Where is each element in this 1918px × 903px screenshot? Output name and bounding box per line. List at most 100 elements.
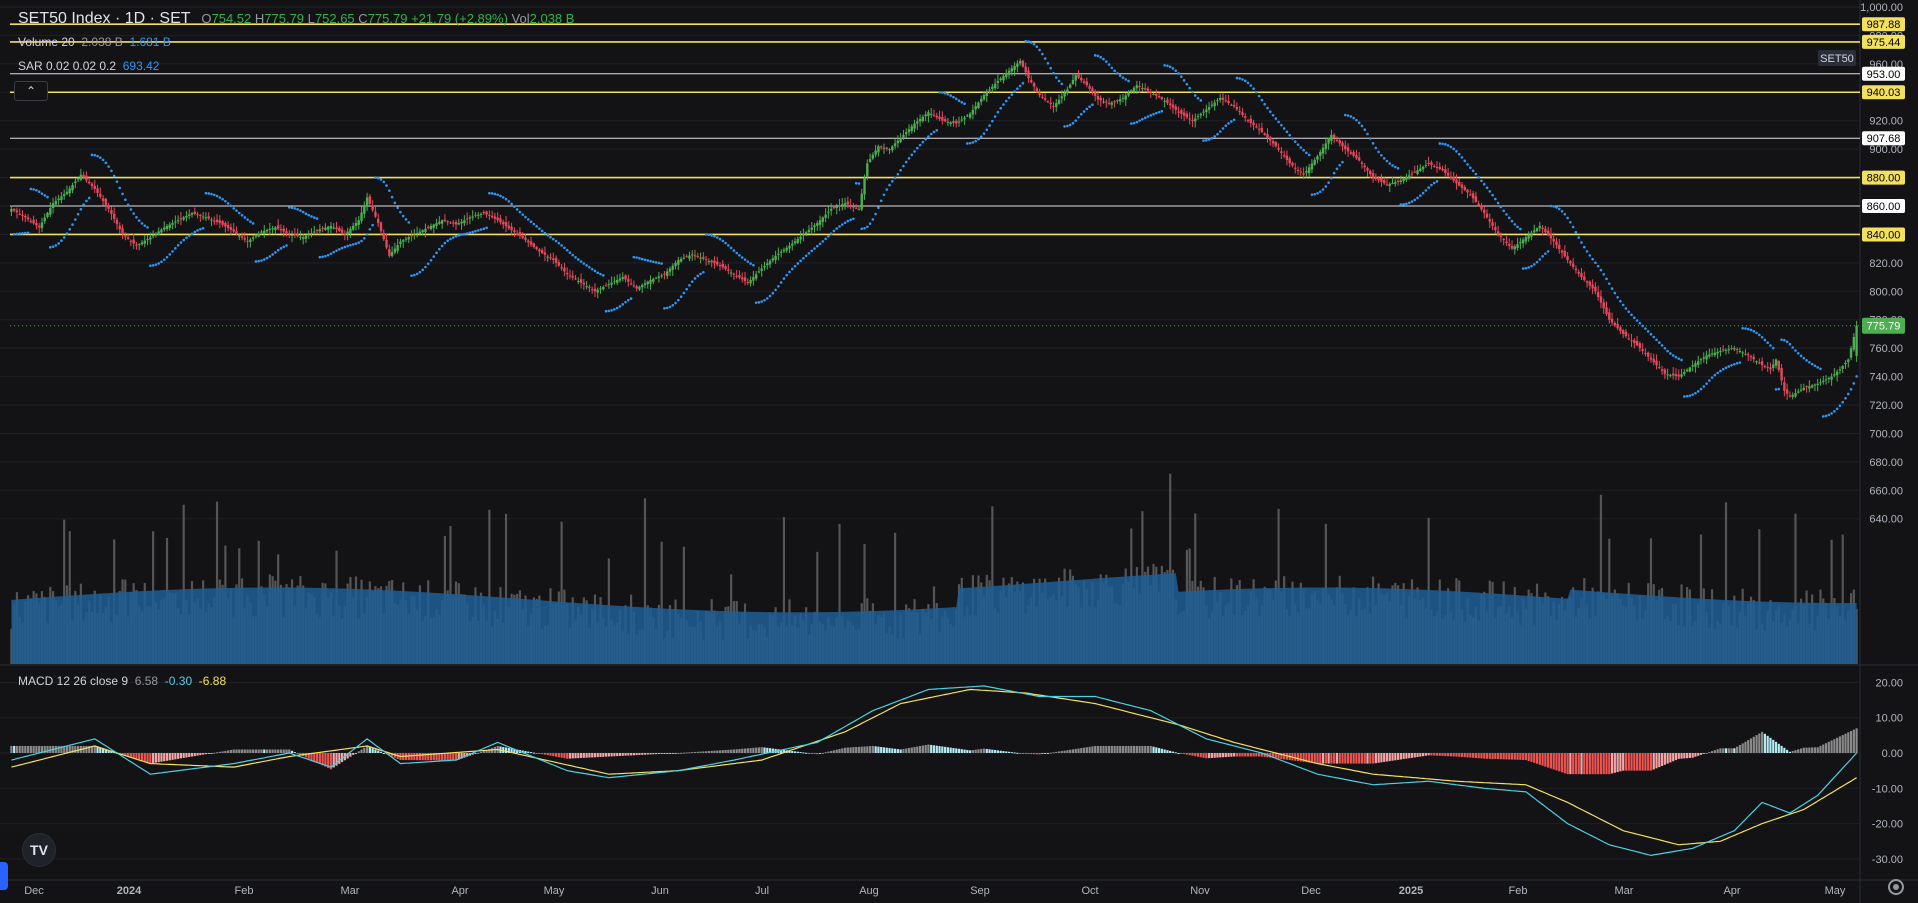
sar-dot xyxy=(763,298,766,302)
candle-body xyxy=(727,269,730,271)
sar-dot xyxy=(1029,41,1033,44)
candle-body xyxy=(885,147,888,149)
macd-hist-bar xyxy=(365,745,369,753)
candle-body xyxy=(1144,88,1147,90)
sar-dot xyxy=(640,257,644,261)
candle-body xyxy=(1844,362,1847,365)
price-tick-label: 700.00 xyxy=(1869,428,1903,440)
sar-dot xyxy=(388,189,391,192)
macd-hist-bar xyxy=(796,751,799,753)
candle-body xyxy=(618,278,622,281)
sar-dot xyxy=(1307,153,1311,157)
volume-bar xyxy=(1830,539,1833,664)
sar-dot xyxy=(1724,366,1728,370)
sar-dot xyxy=(137,219,141,222)
sar-dot xyxy=(332,250,336,254)
candle-body xyxy=(293,233,297,236)
candle-body xyxy=(1074,75,1077,81)
candle-body xyxy=(882,147,886,149)
candle-body xyxy=(599,288,602,290)
candle-body xyxy=(57,198,60,201)
left-panel-handle[interactable] xyxy=(0,862,8,890)
macd-hist-bar xyxy=(93,745,96,753)
sar-dot xyxy=(1018,84,1022,88)
macd-hist-bar xyxy=(1724,748,1728,753)
macd-hist-value: 6.58 xyxy=(134,674,159,688)
sar-legend[interactable]: SAR 0.02 0.02 0.2 693.42 xyxy=(18,59,159,73)
macd-legend[interactable]: MACD 12 26 close 9 6.58 -0.30 -6.88 xyxy=(18,674,226,688)
sar-dot xyxy=(768,294,772,298)
macd-hist-bar xyxy=(668,753,672,754)
sar-dot xyxy=(1791,346,1794,349)
candle-body xyxy=(1388,183,1391,187)
macd-hist-bar xyxy=(680,752,683,754)
macd-hist-bar xyxy=(532,752,535,754)
candle-body xyxy=(1849,348,1853,358)
macd-hist-bar xyxy=(1855,728,1858,753)
sar-dot xyxy=(832,229,836,233)
macd-hist-bar xyxy=(1166,750,1169,753)
volume-bar xyxy=(560,521,563,664)
candle-body xyxy=(390,252,394,256)
sar-dot xyxy=(1257,94,1261,98)
macd-hist-bar xyxy=(1099,745,1102,753)
sar-dot xyxy=(1477,176,1480,179)
candle-body xyxy=(999,78,1002,81)
macd-hist-bar xyxy=(721,750,724,753)
sar-dot xyxy=(1177,72,1180,75)
sar-dot xyxy=(1738,361,1742,364)
macd-hist-bar xyxy=(260,749,263,753)
candle-body xyxy=(1738,351,1742,353)
candle-body xyxy=(1741,352,1744,354)
macd-hist-bar xyxy=(805,752,808,754)
candle-body xyxy=(955,120,958,124)
macd-hist-bar xyxy=(927,744,930,753)
candle-body xyxy=(257,233,260,237)
time-tick-label: 2024 xyxy=(117,885,142,897)
sar-dot xyxy=(1796,351,1800,355)
sar-dot xyxy=(1580,241,1583,244)
candle-body xyxy=(1672,373,1675,376)
macd-hist-bar xyxy=(652,753,655,755)
sar-dot xyxy=(1207,138,1211,141)
sar-dot xyxy=(1519,227,1522,231)
macd-hist-bar xyxy=(571,753,574,759)
sar-dot xyxy=(1060,82,1064,86)
tradingview-logo-icon[interactable]: TV xyxy=(22,833,56,867)
collapse-legend-button[interactable]: ⌃ xyxy=(14,81,48,101)
sar-dot xyxy=(1199,99,1203,102)
macd-hist-bar xyxy=(1077,748,1080,753)
candle-body xyxy=(685,256,688,258)
sar-dot xyxy=(18,232,22,235)
settings-gear-icon[interactable] xyxy=(1888,879,1904,895)
macd-hist-bar xyxy=(718,750,722,753)
candle-body xyxy=(1177,111,1180,113)
sar-dot xyxy=(1088,105,1091,109)
sar-dot xyxy=(565,248,569,252)
candle-body xyxy=(1538,225,1542,229)
macd-hist-bar xyxy=(969,750,972,753)
macd-hist-bar xyxy=(1149,745,1152,753)
macd-hist-bar xyxy=(1638,753,1641,771)
candle-body xyxy=(460,221,463,224)
candle-body xyxy=(62,194,66,197)
candle-body xyxy=(296,233,299,237)
macd-hist-bar xyxy=(1788,751,1792,753)
candle-body xyxy=(1194,118,1197,122)
macd-hist-bar xyxy=(871,745,874,753)
macd-hist-bar xyxy=(26,745,30,753)
macd-hist-bar xyxy=(1183,753,1186,755)
candle-body xyxy=(1416,170,1419,175)
macd-hist-bar xyxy=(1221,753,1225,758)
sar-dot xyxy=(1513,223,1517,226)
volume-legend[interactable]: Volume 20 2.038 B 1.681 B xyxy=(18,35,171,49)
macd-hist-bar xyxy=(843,747,847,753)
candle-body xyxy=(1377,177,1380,181)
candle-body xyxy=(1319,151,1322,156)
candle-body xyxy=(679,258,683,262)
candle-body xyxy=(1130,90,1133,92)
level-price-label: 880.00 xyxy=(1867,173,1901,185)
sar-dot xyxy=(418,270,422,274)
macd-hist-bar xyxy=(732,749,736,753)
